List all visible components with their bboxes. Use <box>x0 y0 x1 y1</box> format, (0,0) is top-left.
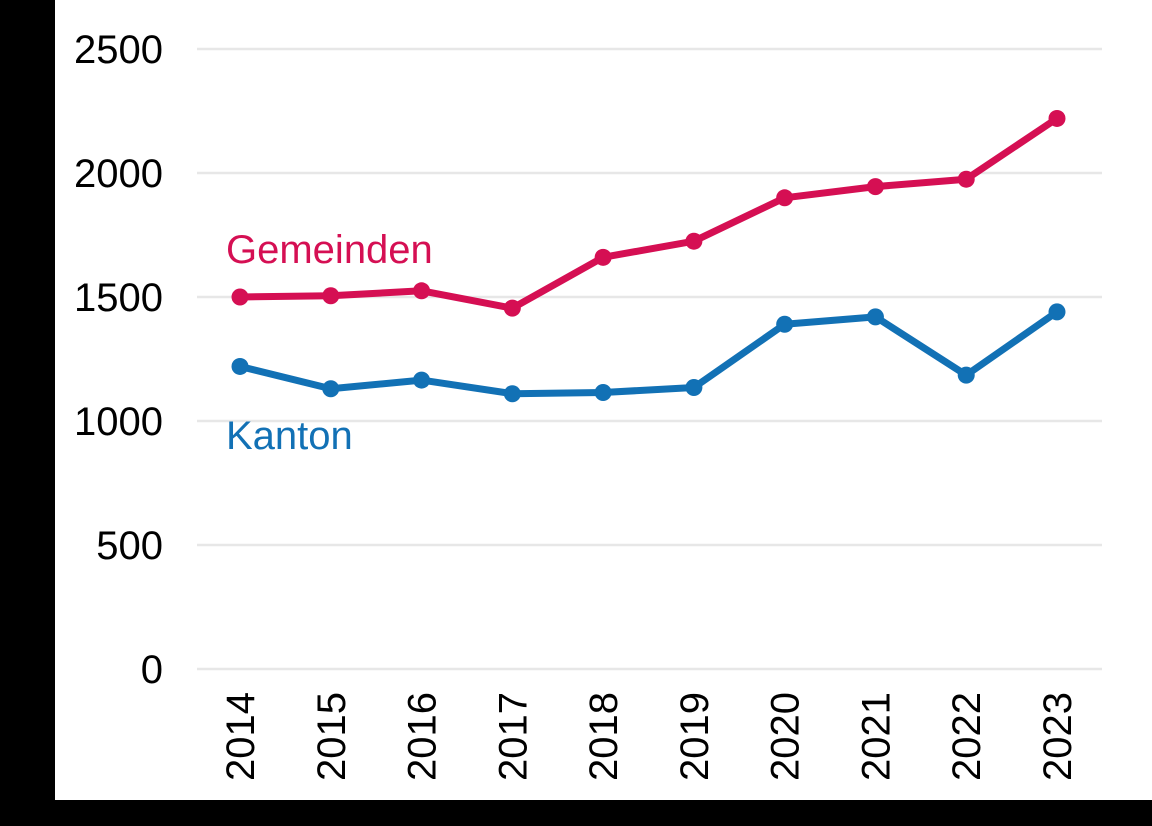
y-tick-label-1500: 1500 <box>74 276 163 320</box>
x-tick-label-2018: 2018 <box>582 692 626 781</box>
series-label-gemeinden: Gemeinden <box>226 228 433 272</box>
bottom-border-bar <box>0 800 1152 826</box>
series-line-kanton <box>239 309 1060 398</box>
data-point-gemeinden-2021 <box>866 178 884 196</box>
x-tick-label-2020: 2020 <box>764 692 808 781</box>
series-group <box>231 109 1066 403</box>
data-point-kanton-2020 <box>776 315 794 333</box>
x-axis-tick-labels-group: 2014 2015 2016 2017 2018 2019 2020 2021 2022 2023 <box>219 692 1080 781</box>
x-tick-label-2022: 2022 <box>945 692 989 781</box>
data-point-kanton-2017 <box>503 385 521 403</box>
data-point-gemeinden-2019 <box>685 232 703 250</box>
x-tick-label-2016: 2016 <box>401 692 445 781</box>
x-tick-label-2021: 2021 <box>854 692 898 781</box>
y-tick-label-1000: 1000 <box>74 400 163 444</box>
series-line-gemeinden <box>239 115 1059 312</box>
x-tick-label-2023: 2023 <box>1036 692 1080 781</box>
x-tick-label-2014: 2014 <box>219 692 263 781</box>
data-point-kanton-2022 <box>957 366 975 384</box>
y-tick-label-2500: 2500 <box>74 28 163 72</box>
data-point-gemeinden-2018 <box>594 248 612 266</box>
data-point-gemeinden-2015 <box>322 287 340 305</box>
data-point-kanton-2014 <box>231 357 249 375</box>
gridlines-group <box>197 47 1102 671</box>
y-tick-label-500: 500 <box>96 524 163 568</box>
data-point-kanton-2018 <box>594 383 612 401</box>
data-point-gemeinden-2020 <box>776 189 794 207</box>
data-point-gemeinden-2016 <box>413 282 431 300</box>
y-axis-tick-labels-group: 0 500 1000 1500 2000 2500 <box>74 28 163 692</box>
data-point-gemeinden-2022 <box>957 170 975 188</box>
data-point-gemeinden-2023 <box>1048 109 1066 127</box>
left-border-bar <box>0 0 55 826</box>
data-point-kanton-2015 <box>322 380 340 398</box>
y-tick-label-2000: 2000 <box>74 152 163 196</box>
x-tick-label-2015: 2015 <box>310 692 354 781</box>
y-tick-label-0: 0 <box>141 648 163 692</box>
data-point-kanton-2019 <box>685 379 703 397</box>
data-point-gemeinden-2017 <box>503 299 521 317</box>
x-tick-label-2017: 2017 <box>491 692 535 781</box>
data-point-kanton-2021 <box>866 308 884 326</box>
data-point-kanton-2023 <box>1048 303 1066 321</box>
series-label-kanton: Kanton <box>226 414 353 458</box>
data-point-kanton-2016 <box>413 371 431 389</box>
data-point-gemeinden-2014 <box>231 288 249 306</box>
x-tick-label-2019: 2019 <box>673 692 717 781</box>
